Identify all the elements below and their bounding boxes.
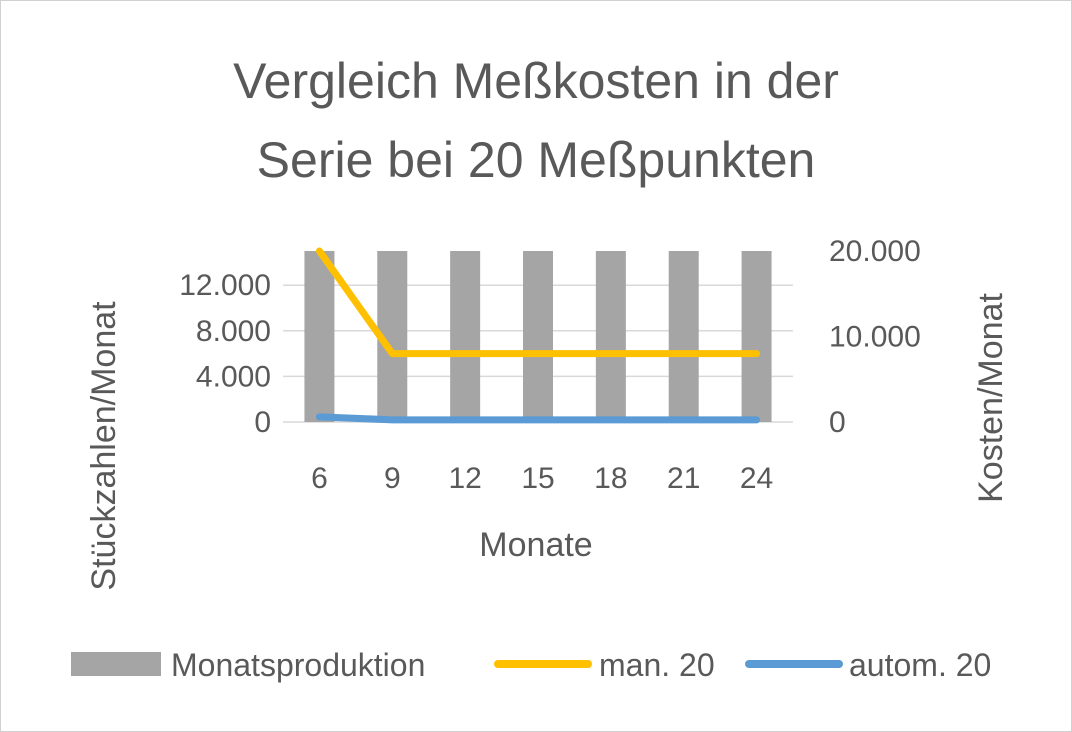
x-tick-label: 21: [667, 462, 700, 495]
chart-title-line-1: Vergleich Meßkosten in der: [233, 53, 839, 109]
left-tick-label: 0: [254, 406, 271, 439]
right-axis-title: Kosten/Monat: [972, 293, 1010, 503]
bar-21: [668, 251, 699, 422]
right-tick-label: 0: [829, 406, 846, 439]
bar-24: [741, 251, 772, 422]
line-autom-20: [315, 413, 761, 424]
x-axis-ticks: 6 9 12 15 18 21 24: [311, 462, 773, 495]
right-tick-label: 20.000: [829, 235, 921, 268]
x-axis-title: Monate: [479, 526, 592, 564]
line-man-20: [315, 247, 761, 358]
bar-15: [523, 251, 553, 422]
x-tick-label: 6: [311, 462, 328, 495]
bar-18: [595, 251, 626, 422]
legend: Monatsproduktion man. 20 autom. 20: [71, 647, 991, 683]
legend-label-man-20: man. 20: [599, 647, 715, 683]
x-tick-label: 24: [740, 462, 773, 495]
left-tick-label: 4.000: [196, 360, 271, 393]
bar-12: [450, 251, 481, 422]
right-axis-ticks: 0 10.000 20.000: [829, 235, 921, 439]
legend-swatch-monatsproduktion: [71, 652, 161, 676]
bar-series-monatsproduktion: [304, 251, 772, 422]
legend-label-autom-20: autom. 20: [849, 647, 991, 683]
x-tick-label: 15: [521, 462, 554, 495]
right-tick-label: 10.000: [829, 321, 921, 354]
left-axis-title: Stückzahlen/Monat: [85, 301, 123, 591]
legend-label-monatsproduktion: Monatsproduktion: [171, 647, 425, 683]
line-series: [315, 247, 761, 424]
x-tick-label: 18: [594, 462, 627, 495]
chart-title-line-2: Serie bei 20 Meßpunkten: [257, 132, 816, 188]
left-tick-label: 8.000: [196, 315, 271, 348]
x-tick-label: 9: [384, 462, 401, 495]
left-axis-ticks: 0 4.000 8.000 12.000: [179, 269, 271, 439]
x-tick-label: 12: [448, 462, 481, 495]
bar-6: [304, 251, 335, 422]
left-tick-label: 12.000: [179, 269, 271, 302]
